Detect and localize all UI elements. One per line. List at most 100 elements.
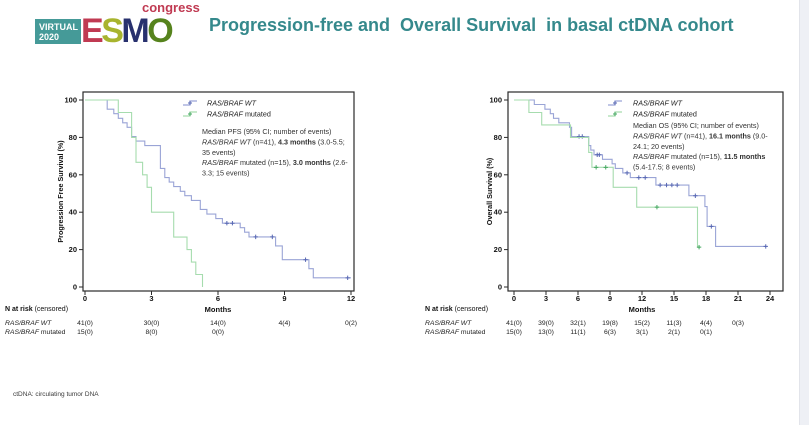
y-tick-label: 80 [494, 133, 502, 142]
censor-mark [603, 165, 608, 170]
x-tick-label: 18 [702, 294, 710, 303]
censor-mark [624, 170, 630, 176]
x-tick-label: 15 [670, 294, 678, 303]
virtual-label: VIRTUAL [39, 22, 78, 32]
legend-censor-glyph [188, 101, 192, 105]
censor-mark [580, 134, 585, 139]
risk-row-label: RAS/BRAF WT [425, 320, 472, 327]
risk-table-header: N at risk (censored) [425, 306, 488, 313]
x-tick-label: 9 [608, 294, 612, 303]
x-tick-label: 0 [83, 294, 87, 303]
risk-value: 0(3) [732, 320, 744, 327]
risk-value: 4(4) [700, 320, 712, 327]
risk-value: 15(2) [634, 320, 650, 327]
censor-mark [593, 165, 599, 170]
pfs-plot-frame [82, 91, 355, 292]
year-label: 2020 [39, 32, 60, 43]
risk-row-label: RAS/BRAF mutated [5, 329, 66, 336]
risk-value: 3(1) [636, 329, 648, 336]
censor-mark [253, 234, 258, 240]
x-tick-label: 12 [347, 294, 355, 303]
pfs-y-axis-label: Progression Free Survival (%) [56, 140, 65, 243]
x-tick-label: 9 [282, 294, 286, 303]
legend-censor-glyph [613, 112, 617, 116]
virtual-2020-badge: VIRTUAL 2020 [35, 19, 81, 44]
os-plot-frame [507, 91, 784, 292]
risk-value: 13(0) [538, 329, 554, 336]
risk-value: 8(0) [145, 329, 157, 336]
pfs-x-axis-label: Months [205, 305, 232, 314]
annotation-line: 24.1; 20 events) [633, 142, 685, 151]
os-chart: 0 3 6 9 12 15 18 21 24 0 20 40 60 80 100 Overall Surviv… [425, 91, 784, 336]
risk-value: 14(0) [210, 320, 226, 327]
annotation-line: RAS/BRAF mutated (n=15), 3.0 months (2.6… [202, 158, 348, 167]
censor-mark [693, 193, 698, 198]
x-tick-label: 3 [149, 294, 153, 303]
annotation-line: RAS/BRAF WT (n=41), 16.1 months (9.0- [633, 131, 768, 140]
censor-mark [636, 175, 641, 180]
censor-mark [696, 244, 702, 250]
censor-mark [597, 152, 602, 157]
legend-label: RAS/BRAF mutated [207, 110, 271, 119]
legend-censor-glyph [188, 112, 192, 116]
y-tick-label: 60 [69, 170, 77, 179]
risk-row-label: RAS/BRAF WT [5, 320, 52, 327]
risk-value: 32(1) [570, 320, 586, 327]
right-margin-strip [799, 0, 809, 425]
pfs-curve-mutated [85, 99, 204, 287]
y-tick-label: 0 [498, 283, 502, 292]
annotation-line: Median OS (95% CI; number of events) [633, 121, 759, 130]
x-tick-label: 12 [638, 294, 646, 303]
annotation-line: RAS/BRAF mutated (n=15), 11.5 months [633, 152, 765, 161]
risk-value: 15(0) [506, 329, 522, 336]
legend-label: RAS/BRAF mutated [633, 110, 697, 119]
censor-mark [643, 175, 648, 180]
risk-row-label: RAS/BRAF mutated [425, 329, 486, 336]
x-tick-label: 3 [544, 294, 548, 303]
y-tick-label: 0 [73, 283, 77, 292]
risk-value: 0(2) [345, 320, 357, 327]
legend-label: RAS/BRAF WT [633, 99, 683, 108]
censor-mark [224, 221, 230, 226]
risk-value: 15(0) [77, 329, 93, 336]
legend-label: RAS/BRAF WT [207, 99, 257, 108]
risk-value: 39(0) [538, 320, 554, 327]
y-tick-label: 100 [64, 96, 77, 105]
censor-mark [345, 275, 350, 281]
x-tick-label: 6 [216, 294, 220, 303]
censor-mark [664, 182, 669, 188]
footnote: ctDNA: circulating tumor DNA [13, 391, 99, 398]
esmo-letter: S [101, 12, 124, 50]
annotation-line: RAS/BRAF WT (n=41), 4.3 months (3.0-5.5; [202, 137, 345, 146]
os-y-axis-label: Overall Survival (%) [485, 157, 494, 225]
os-x-axis-label: Months [629, 305, 656, 314]
x-tick-label: 0 [512, 294, 516, 303]
risk-value: 41(0) [506, 320, 522, 327]
x-tick-label: 21 [734, 294, 742, 303]
censor-mark [657, 182, 663, 188]
annotation-line: 3.3; 15 events) [202, 169, 250, 178]
risk-value: 11(3) [666, 320, 681, 327]
y-tick-label: 60 [494, 170, 502, 179]
annotation-line: 35 events) [202, 148, 236, 157]
legend-censor-glyph [613, 101, 617, 105]
esmo-letter: O [147, 12, 173, 50]
x-tick-label: 24 [766, 294, 775, 303]
risk-value: 41(0) [77, 320, 93, 327]
censor-mark [763, 244, 768, 249]
risk-value: 6(3) [604, 329, 616, 336]
pfs-curve-wt [85, 99, 351, 279]
pfs-chart: 0 3 6 9 12 0 20 40 60 80 100 Progression Free Survi… [5, 91, 357, 336]
slide-title: Progression-free and Overall Survival in… [209, 15, 734, 35]
esmo-wordmark: ESMO [81, 12, 174, 50]
risk-value: 11(1) [570, 329, 585, 336]
y-tick-label: 40 [494, 208, 502, 217]
annotation-line: (5.4-17.5; 8 events) [633, 163, 695, 172]
risk-value: 4(4) [278, 320, 290, 327]
esmo-logo: VIRTUAL 2020 ESMO congress [35, 1, 205, 50]
risk-value: 0(1) [700, 329, 712, 336]
y-tick-label: 100 [489, 96, 502, 105]
censor-mark [230, 221, 235, 226]
y-tick-label: 80 [69, 133, 77, 142]
y-tick-label: 20 [494, 245, 502, 254]
